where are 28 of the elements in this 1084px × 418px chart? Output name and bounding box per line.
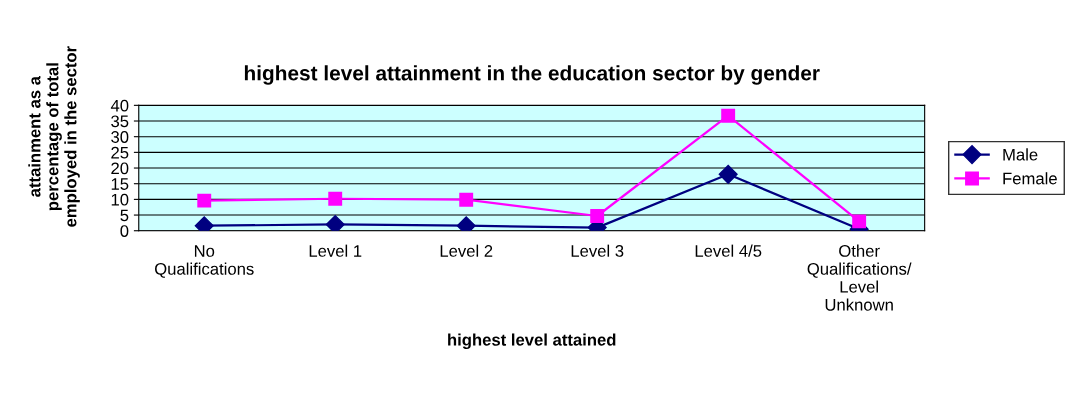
legend-label: Female: [1003, 172, 1057, 185]
x-tick-label: Level 1: [309, 244, 362, 257]
x-axis-title: highest level attained: [448, 333, 616, 350]
x-tick-label: Level 4/5: [695, 244, 762, 257]
x-tick-label: No Qualifications: [155, 245, 254, 278]
chart-title: highest level attainment in the education sector by gender: [244, 65, 820, 85]
point: [197, 193, 212, 208]
y-tick-label: 25: [111, 146, 129, 159]
x-tick-label: Level 2: [440, 244, 493, 257]
legend-label: Male: [1003, 148, 1038, 161]
y-tick-label: 30: [111, 131, 129, 143]
y-axis-title: attainment as a percentage of total employed in the sector: [28, 46, 80, 227]
y-tick-label: 10: [111, 193, 129, 206]
point: [325, 214, 345, 231]
y-tick-label: 20: [111, 162, 129, 175]
y-tick-label: 15: [111, 178, 129, 190]
point: [852, 214, 867, 229]
y-tick-label: 5: [120, 209, 129, 222]
y-tick-label: 40: [110, 99, 129, 112]
point: [459, 192, 474, 207]
point: [590, 209, 605, 223]
point: [328, 191, 343, 206]
point: [718, 164, 738, 184]
x-tick-label: Other Qualifications/ Level Unknown: [807, 244, 912, 311]
y-tick-label: 35: [111, 115, 129, 128]
y-tick-label: 0: [120, 225, 129, 237]
x-tick-label: Level 3: [571, 244, 624, 257]
point: [721, 108, 736, 123]
